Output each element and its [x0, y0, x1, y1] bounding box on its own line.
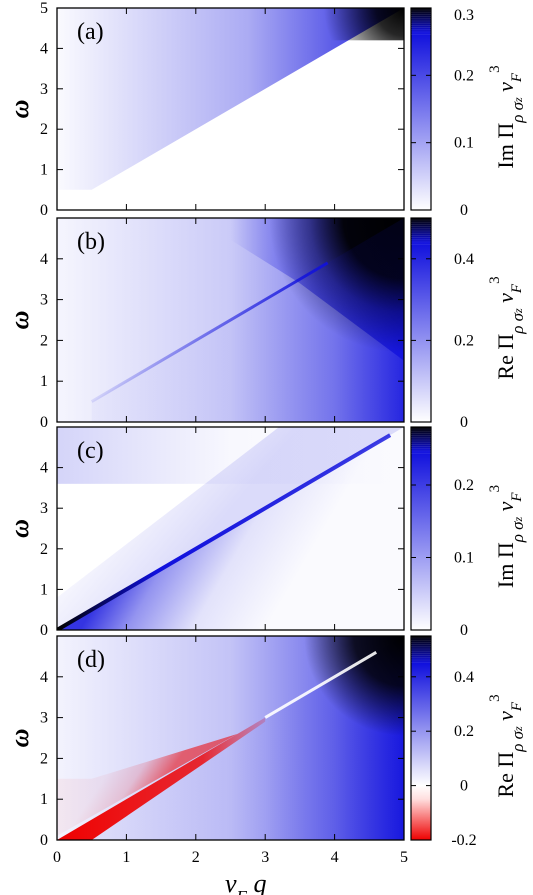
- y-tick-label: 2: [40, 121, 48, 138]
- x-tick-label: 5: [400, 849, 408, 866]
- colorbar-tick-label: 0.1: [454, 550, 474, 567]
- x-tick-label: 1: [122, 849, 130, 866]
- y-axis-label: ω: [5, 311, 34, 330]
- x-tick-label: 3: [261, 849, 269, 866]
- y-tick-label: 5: [40, 0, 48, 17]
- y-tick-label: 4: [40, 251, 48, 268]
- x-tick-label: 2: [192, 849, 200, 866]
- colorbar-tick-label: 0: [460, 414, 468, 431]
- colorbar-tick-label: 0.2: [454, 332, 474, 349]
- colorbar: [410, 426, 432, 631]
- x-tick-label: 0: [53, 849, 61, 866]
- heatmap-layers: [57, 427, 404, 630]
- y-tick-label: 4: [40, 460, 48, 477]
- colorbar-tick-label: -0.2: [451, 832, 476, 849]
- panel-label: (a): [77, 19, 104, 45]
- colorbar-tick-label: 0: [460, 778, 468, 795]
- y-tick-label: 2: [40, 332, 48, 349]
- y-axis-label: ω: [5, 729, 34, 748]
- panel-label: (c): [77, 438, 104, 464]
- y-tick-label: 0: [40, 622, 48, 639]
- x-tick-label: 4: [331, 849, 339, 866]
- colorbar-tick-label: 0: [460, 202, 468, 219]
- plot-frame: [56, 7, 405, 211]
- colorbar-tick-label: 0.3: [454, 7, 474, 24]
- colorbar-label: Re Πρ σz vF3: [487, 276, 527, 379]
- heatmap-panel-c: 0 1 2 3 4 (c) ω 0 0.1 0.2 Im Πρ σz vF3: [5, 426, 527, 639]
- y-tick-label: 0: [40, 414, 48, 431]
- x-axis-label: vF q: [225, 869, 266, 895]
- y-tick-label: 0: [40, 202, 48, 219]
- colorbar-tick-label: 0.2: [454, 723, 474, 740]
- colorbar: [410, 7, 432, 211]
- y-tick-label: 1: [40, 791, 48, 808]
- colorbar-tick-label: 0: [460, 622, 468, 639]
- y-tick-label: 2: [40, 541, 48, 558]
- colorbar-tick-label: 0.4: [454, 251, 474, 268]
- y-tick-label: 3: [40, 710, 48, 727]
- colorbar-label: Im Πρ σz vF3: [487, 65, 527, 168]
- y-tick-label: 3: [40, 81, 48, 98]
- heatmap-layers: [57, 218, 404, 422]
- colorbar-tick-label: 0.4: [454, 669, 474, 686]
- y-axis-label: ω: [5, 519, 34, 538]
- y-axis-label: ω: [5, 100, 34, 119]
- colorbar-tick-label: 0.1: [454, 135, 474, 152]
- colorbar: [410, 217, 432, 423]
- colorbar: [410, 635, 432, 841]
- y-tick-label: 1: [40, 581, 48, 598]
- heatmap-panel-d: 0 1 2 3 4 0 1 2 3 4 5 (d) ω -0.2 0 0.2 0.4 Re Πρ σz vF3: [5, 635, 527, 866]
- y-tick-label: 3: [40, 292, 48, 309]
- y-tick-label: 0: [40, 832, 48, 849]
- heatmap-panel-a: 0 1 2 3 4 5 (a) ω 0 0.1 0.2 0.3 Im Πρ σz vF3: [5, 0, 527, 219]
- plot-frame: [56, 635, 405, 841]
- heatmap-panel-b: 0 1 2 3 4 (b) ω 0 0.2 0.4 Re Πρ σz vF3: [5, 217, 527, 431]
- y-tick-label: 2: [40, 750, 48, 767]
- panel-label: (b): [77, 229, 105, 255]
- plot-frame: [56, 217, 405, 423]
- panel-label: (d): [77, 647, 105, 673]
- y-tick-label: 1: [40, 373, 48, 390]
- colorbar-tick-label: 0.2: [454, 67, 474, 84]
- y-tick-label: 4: [40, 669, 48, 686]
- y-tick-label: 1: [40, 162, 48, 179]
- y-tick-label: 4: [40, 40, 48, 57]
- colorbar-tick-label: 0.2: [454, 477, 474, 494]
- heatmap-layers: [57, 8, 404, 210]
- plot-frame: [56, 426, 405, 631]
- heatmap-layers: [57, 636, 404, 840]
- colorbar-label: Im Πρ σz vF3: [487, 485, 527, 588]
- colorbar-label: Re Πρ σz vF3: [487, 694, 527, 797]
- y-tick-label: 3: [40, 500, 48, 517]
